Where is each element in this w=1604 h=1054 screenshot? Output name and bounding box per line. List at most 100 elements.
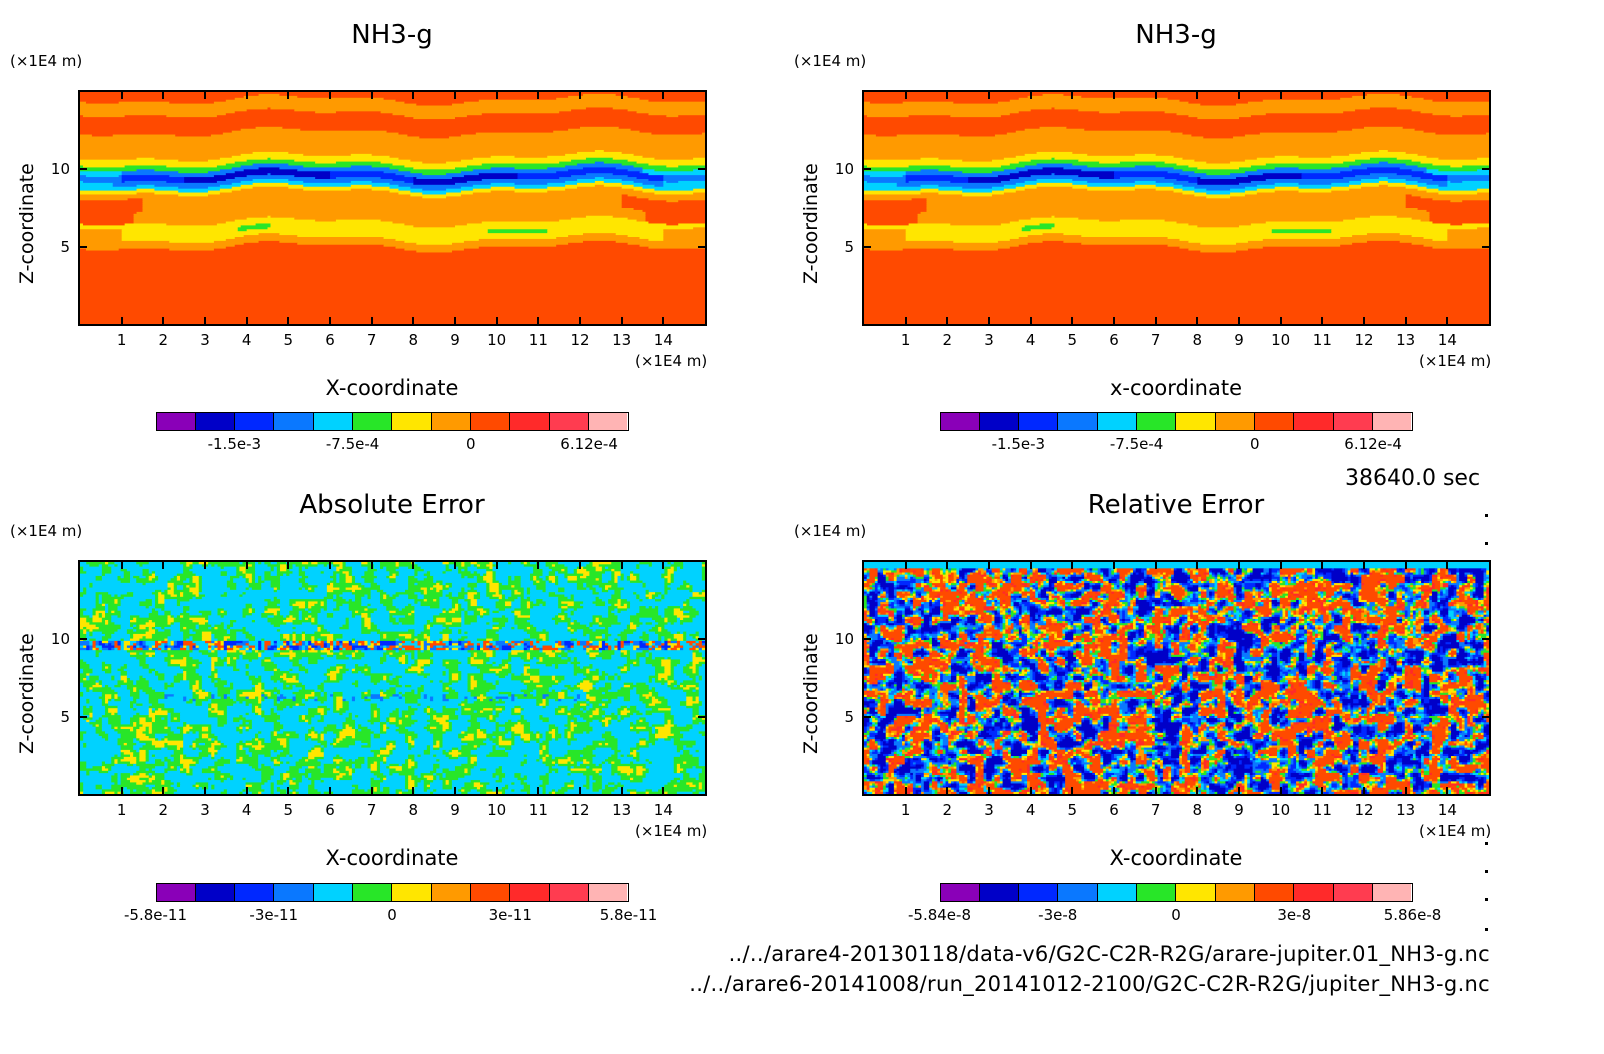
heatmap-cell: [633, 573, 640, 577]
heatmap-cell: [467, 636, 487, 640]
heatmap-cell: [214, 647, 219, 651]
heatmap-cell: [630, 571, 634, 575]
heatmap-cell: [80, 580, 122, 584]
heatmap-cell: [80, 668, 84, 672]
heatmap-cell: [251, 620, 256, 623]
heatmap-cell: [483, 578, 494, 582]
heatmap-cell: [236, 573, 247, 577]
heatmap-cell: [158, 647, 162, 651]
heatmap-cell: [264, 573, 272, 577]
heatmap-cell: [308, 647, 312, 651]
heatmap-cell: [446, 188, 474, 192]
heatmap-cell: [1200, 177, 1237, 180]
heatmap-cell: [589, 680, 600, 684]
heatmap-cell: [280, 575, 303, 579]
heatmap-cell: [234, 177, 316, 180]
heatmap-cell: [530, 575, 534, 579]
heatmap-cell: [701, 640, 705, 644]
heatmap-cell: [145, 575, 150, 579]
heatmap-cell: [920, 157, 940, 161]
x-tick-label: 6: [1109, 331, 1119, 349]
heatmap-cell: [207, 190, 233, 194]
heatmap-cell: [264, 578, 281, 582]
heatmap-cell: [183, 638, 187, 642]
heatmap-cell: [351, 682, 359, 686]
heatmap-cell: [695, 668, 700, 672]
heatmap-cell: [476, 638, 487, 642]
heatmap-cell: [489, 587, 500, 591]
heatmap-cell: [461, 636, 469, 640]
heatmap-cell: [648, 163, 705, 167]
heatmap-cell: [80, 636, 87, 640]
heatmap-cell: [380, 640, 397, 644]
heatmap-cell: [348, 668, 353, 672]
heatmap-cell: [230, 636, 237, 640]
heatmap-cell: [117, 601, 122, 605]
heatmap-cell: [376, 626, 425, 630]
heatmap-cell: [351, 571, 365, 575]
heatmap-cell: [676, 643, 681, 647]
heatmap-cell: [545, 564, 553, 568]
heatmap-cell: [1200, 250, 1237, 254]
heatmap-cell: [864, 258, 1489, 261]
heatmap-cell: [514, 575, 522, 579]
heatmap-cell: [539, 678, 553, 681]
heatmap-cell: [539, 575, 547, 579]
heatmap-cell: [490, 182, 516, 186]
heatmap-cell: [673, 675, 690, 679]
heatmap-cell: [1009, 238, 1181, 242]
heatmap-cell: [80, 165, 84, 168]
heatmap-cell: [1477, 227, 1489, 230]
heatmap-cell: [123, 573, 131, 577]
heatmap-cell: [467, 675, 472, 679]
heatmap-cell: [422, 192, 447, 196]
heatmap-cell: [1087, 184, 1136, 188]
heatmap-cell: [155, 571, 184, 575]
heatmap-cell: [621, 186, 644, 190]
heatmap-cell: [95, 643, 100, 647]
heatmap-cell: [273, 647, 278, 651]
heatmap-cell: [217, 650, 228, 654]
heatmap-cell: [401, 654, 406, 658]
heatmap-cell: [594, 177, 605, 180]
heatmap-cell: [1271, 229, 1332, 232]
heatmap-cell: [1256, 192, 1440, 196]
heatmap-cell: [564, 589, 594, 593]
heatmap-cell: [405, 640, 412, 644]
heatmap-cell: [620, 575, 625, 579]
heatmap-cell: [317, 622, 347, 626]
heatmap-cell: [654, 192, 694, 196]
heatmap-cell: [226, 626, 231, 630]
heatmap-cell: [186, 645, 190, 649]
heatmap-cell: [473, 645, 478, 649]
heatmap-cell: [80, 101, 87, 105]
heatmap-cell: [523, 638, 531, 642]
heatmap-cell: [614, 573, 622, 577]
heatmap-cell: [526, 589, 531, 593]
heatmap-cell: [348, 657, 353, 661]
heatmap-cell: [226, 654, 240, 658]
heatmap-cell: [142, 582, 147, 586]
heatmap-cell: [395, 580, 409, 584]
heatmap-cell: [1087, 180, 1136, 184]
heatmap-cell: [355, 680, 359, 684]
colorbar-cell: [235, 413, 275, 430]
heatmap-cell: [589, 654, 597, 658]
heatmap-cell: [869, 248, 904, 252]
heatmap-cell: [595, 587, 603, 591]
heatmap-cell: [339, 645, 344, 649]
heatmap-cell: [520, 578, 531, 582]
heatmap-cell: [433, 585, 444, 589]
heatmap-cell: [864, 306, 1489, 310]
heatmap-cell: [864, 273, 1489, 277]
heatmap-cell: [455, 117, 705, 120]
heatmap-cell: [80, 675, 87, 679]
heatmap-cell: [458, 640, 462, 644]
heatmap-cell: [689, 643, 694, 647]
heatmap-cell: [398, 643, 403, 647]
heatmap-cell: [445, 568, 453, 572]
heatmap-cell: [1230, 192, 1258, 196]
heatmap-cell: [564, 575, 569, 579]
heatmap-cell: [621, 200, 667, 203]
heatmap-cell: [651, 640, 656, 644]
